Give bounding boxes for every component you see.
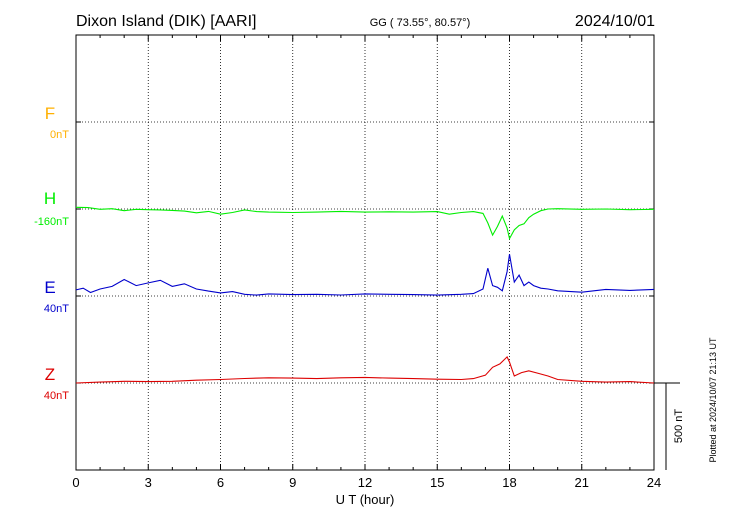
x-tick-label: 21 (575, 475, 589, 490)
x-axis-label: U T (hour) (336, 492, 395, 507)
series-lines (75, 206, 655, 384)
series-line-z (75, 355, 655, 384)
x-tick-label: 15 (430, 475, 444, 490)
series-labels: F 0nT H -160nT E 40nT Z 40nT (34, 104, 69, 402)
station-coordinates: GG ( 73.55°, 80.57°) (370, 17, 471, 29)
series-line-e (75, 254, 655, 296)
scale-bar-label: 500 nT (673, 409, 685, 444)
x-tick-label: 6 (217, 475, 224, 490)
series-offset-f: 0nT (50, 129, 69, 141)
series-line-h (75, 206, 655, 241)
x-tick-label: 3 (145, 475, 152, 490)
plot-date: 2024/10/01 (575, 13, 655, 30)
series-name-z: Z (45, 365, 55, 384)
series-name-f: F (45, 104, 55, 123)
series-name-e: E (44, 278, 55, 297)
x-tick-label: 12 (358, 475, 372, 490)
series-offset-e: 40nT (44, 303, 69, 315)
x-axis-ticks: 0 3 6 9 12 15 18 21 24 (72, 35, 661, 490)
x-tick-label: 24 (647, 475, 661, 490)
grid-lines (76, 35, 654, 470)
station-title: Dixon Island (DIK) [AARI] (76, 13, 257, 30)
x-tick-label: 0 (72, 475, 79, 490)
series-offset-h: -160nT (34, 216, 69, 228)
plotted-at-note: Plotted at 2024/10/07 21:13 UT (708, 337, 718, 463)
x-tick-label: 18 (502, 475, 516, 490)
series-offset-z: 40nT (44, 390, 69, 402)
series-name-h: H (44, 189, 56, 208)
x-tick-label: 9 (289, 475, 296, 490)
